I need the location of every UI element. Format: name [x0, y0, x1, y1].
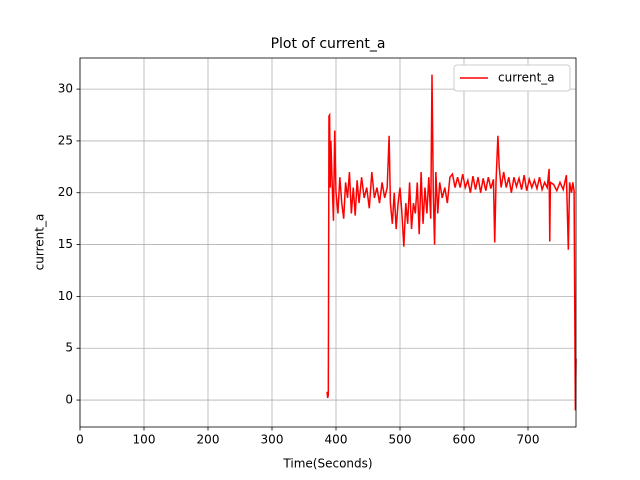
x-axis-label: Time(Seconds): [282, 457, 372, 471]
y-tick-label: 25: [58, 133, 73, 147]
x-tick-label: 300: [261, 433, 284, 447]
x-tick-label: 0: [76, 433, 84, 447]
y-tick-label: 5: [65, 341, 73, 355]
legend-label: current_a: [498, 71, 555, 85]
x-tick-label: 600: [453, 433, 476, 447]
y-tick-label: 15: [58, 237, 73, 251]
y-tick-label: 10: [58, 289, 73, 303]
y-tick-label: 0: [65, 393, 73, 407]
y-tick-label: 30: [58, 82, 73, 96]
legend-box: [453, 64, 571, 92]
plot-frame: [79, 57, 577, 428]
data-line: [326, 74, 577, 411]
x-tick-label: 700: [517, 433, 540, 447]
y-axis-label: current_a: [33, 214, 47, 271]
x-tick-label: 500: [389, 433, 412, 447]
x-tick-label: 400: [325, 433, 348, 447]
chart-title: Plot of current_a: [271, 36, 386, 52]
x-tick-label: 200: [197, 433, 220, 447]
y-tick-label: 20: [58, 185, 73, 199]
x-tick-label: 100: [133, 433, 156, 447]
